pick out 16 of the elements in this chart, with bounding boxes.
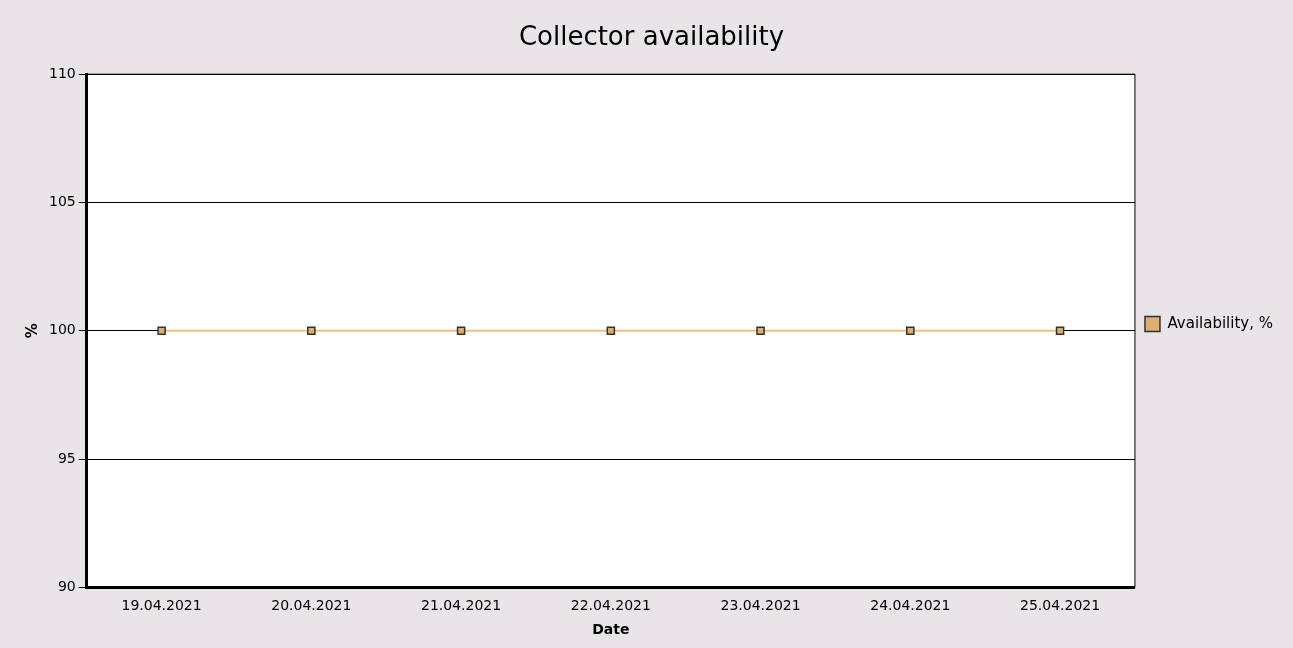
x-tick-label: 22.04.2021 xyxy=(570,597,651,614)
x-axis-title: Date xyxy=(592,621,630,638)
x-tick-label: 21.04.2021 xyxy=(421,597,502,614)
x-tick-label: 23.04.2021 xyxy=(720,597,801,614)
x-tick-label: 20.04.2021 xyxy=(271,597,352,614)
x-tick-label: 25.04.2021 xyxy=(1019,597,1101,614)
y-tick-label: 105 xyxy=(48,193,76,210)
legend-label: Availability, % xyxy=(1167,313,1274,332)
chart-title: Collector availability xyxy=(518,21,785,52)
y-tick-label: 100 xyxy=(48,321,76,338)
x-tick-label: 19.04.2021 xyxy=(121,597,202,614)
y-tick-label: 90 xyxy=(57,578,76,595)
y-tick-label: 110 xyxy=(48,64,76,81)
y-axis-title: % xyxy=(22,323,41,339)
x-tick-label: 24.04.2021 xyxy=(870,597,951,614)
y-tick-label: 95 xyxy=(57,449,76,466)
